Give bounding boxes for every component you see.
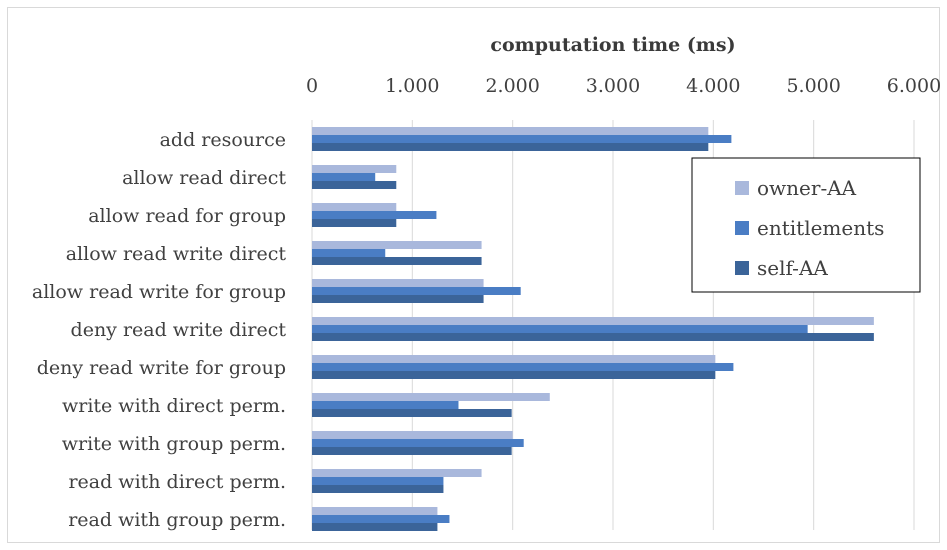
bar-owner-AA [312, 279, 484, 287]
bar-entitlements [312, 249, 386, 257]
category-labels: add resource allow read direct allow read … [32, 129, 286, 531]
bar-self-AA [312, 181, 397, 189]
bars [312, 127, 874, 531]
category-label: deny read write direct [71, 319, 287, 341]
bar-self-AA [312, 143, 709, 151]
tick-label: 0 [306, 75, 318, 97]
bar-self-AA [312, 409, 512, 417]
bar-entitlements [312, 135, 732, 143]
axis-title: computation time (ms) [490, 34, 735, 56]
category-label: write with direct perm. [62, 395, 286, 417]
bar-entitlements [312, 287, 521, 295]
bar-owner-AA [312, 165, 397, 173]
bar-owner-AA [312, 469, 482, 477]
legend-swatch [735, 261, 749, 275]
tick-label: 1.000 [385, 75, 439, 97]
category-label: deny read write for group [37, 357, 286, 379]
legend-swatch [735, 181, 749, 195]
tick-label: 2.000 [485, 75, 539, 97]
bar-entitlements [312, 401, 459, 409]
tick-label: 3.000 [586, 75, 640, 97]
bar-self-AA [312, 257, 482, 265]
bar-owner-AA [312, 355, 716, 363]
bar-entitlements [312, 211, 437, 219]
tick-label: 4.000 [686, 75, 740, 97]
bar-entitlements [312, 515, 450, 523]
bar-entitlements [312, 325, 808, 333]
tick-label: 6.000 [887, 75, 941, 97]
bar-self-AA [312, 447, 512, 455]
legend-label: entitlements [757, 216, 884, 240]
bar-entitlements [312, 477, 444, 485]
bar-owner-AA [312, 393, 550, 401]
bar-owner-AA [312, 127, 709, 135]
bar-self-AA [312, 485, 444, 493]
legend-label: owner-AA [757, 176, 857, 200]
category-label: allow read direct [122, 167, 286, 189]
bar-owner-AA [312, 431, 513, 439]
legend-label: self-AA [757, 256, 828, 280]
category-label: write with group perm. [62, 433, 286, 455]
bar-self-AA [312, 333, 874, 341]
bar-owner-AA [312, 241, 482, 249]
bar-entitlements [312, 363, 734, 371]
legend-swatch [735, 221, 749, 235]
bar-owner-AA [312, 507, 438, 515]
bar-owner-AA [312, 203, 397, 211]
category-label: read with direct perm. [68, 471, 286, 493]
legend-box [691, 157, 921, 293]
bar-self-AA [312, 523, 438, 531]
category-label: add resource [160, 129, 286, 151]
bar-self-AA [312, 371, 716, 379]
tick-label: 5.000 [786, 75, 840, 97]
category-label: allow read for group [88, 205, 286, 227]
tick-labels: 0 1.000 2.000 3.000 4.000 5.000 6.000 [306, 75, 941, 97]
bar-self-AA [312, 295, 484, 303]
bar-owner-AA [312, 317, 874, 325]
legend: owner-AA entitlements self-AA [691, 157, 921, 293]
category-label: allow read write for group [32, 281, 286, 303]
category-label: read with group perm. [68, 509, 286, 531]
bar-entitlements [312, 439, 524, 447]
bar-entitlements [312, 173, 376, 181]
category-label: allow read write direct [66, 243, 287, 265]
bar-self-AA [312, 219, 397, 227]
